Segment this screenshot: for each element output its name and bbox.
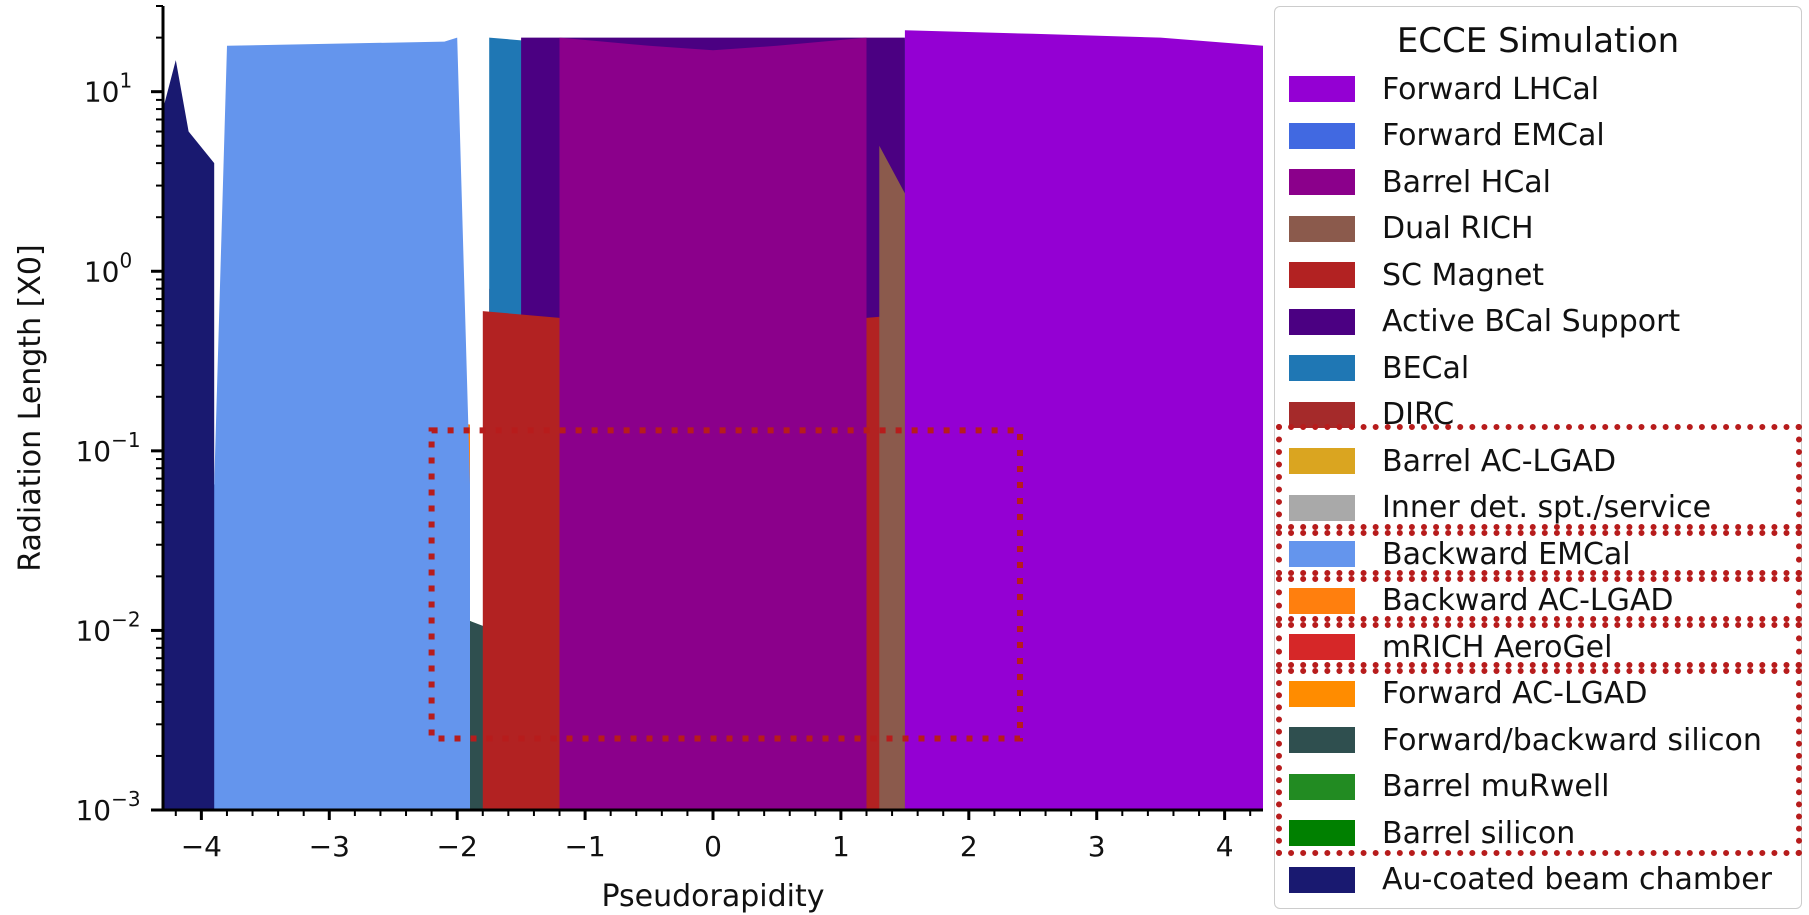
legend-label: mRICH AeroGel: [1382, 629, 1613, 665]
legend-item: Backward EMCal: [1289, 534, 1631, 574]
legend-item: mRICH AeroGel: [1289, 627, 1612, 667]
x-tick-label: −1: [564, 830, 605, 863]
y-tick-label: 101: [84, 69, 132, 109]
legend-highlight-box: [1276, 668, 1802, 856]
legend-label: BECal: [1382, 350, 1470, 386]
x-tick-label: 2: [960, 830, 978, 863]
legend-label: Barrel silicon: [1382, 815, 1576, 851]
legend-label: SC Magnet: [1382, 257, 1545, 293]
legend-swatch: [1289, 169, 1355, 195]
area-forward-lhcal: [904, 30, 1263, 810]
legend-item: Barrel muRwell: [1289, 767, 1610, 807]
area-barrel-hcal: [559, 37, 867, 810]
legend-swatch: [1289, 680, 1355, 707]
legend-swatch: [1289, 727, 1355, 753]
legend-swatch: [1289, 494, 1355, 521]
legend-swatch: [1289, 262, 1355, 288]
legend-item: Forward EMCal: [1289, 116, 1605, 156]
stacked-material-areas: [163, 30, 1263, 810]
x-tick-label: −2: [437, 830, 478, 863]
legend-swatch: [1289, 215, 1355, 242]
x-tick-label: 0: [704, 830, 722, 863]
legend-swatch: [1289, 308, 1355, 335]
legend-item: Barrel HCal: [1289, 162, 1551, 202]
legend-label: Active BCal Support: [1382, 304, 1681, 339]
legend-swatch: [1289, 634, 1355, 660]
x-axis-ticks: −4 −3 −2 −1 0 1 2 3 4: [174, 810, 1252, 863]
legend-highlight-box: [1276, 576, 1802, 622]
legend-swatch: [1289, 122, 1355, 149]
x-tick-label: −4: [181, 830, 222, 863]
legend-highlight-box: [1276, 424, 1802, 530]
y-tick-label: 10−1: [75, 428, 140, 468]
legend-swatch: [1289, 587, 1355, 614]
legend-item: Au-coated beam chamber: [1289, 860, 1772, 900]
legend-label: Backward AC-LGAD: [1382, 583, 1674, 618]
x-axis-label: Pseudorapidity: [601, 879, 824, 914]
area-backward-emcal: [214, 37, 470, 810]
legend-label: Forward AC-LGAD: [1382, 676, 1648, 711]
legend-title: ECCE Simulation: [1396, 21, 1680, 61]
y-tick-label: 100: [84, 248, 132, 288]
legend-swatch: [1289, 866, 1355, 893]
legend-label: Forward LHCal: [1382, 71, 1600, 107]
legend-label: Forward EMCal: [1382, 118, 1605, 153]
legend-label: Barrel muRwell: [1382, 769, 1610, 804]
legend-swatch: [1289, 448, 1355, 474]
y-axis-ticks: 101 100 10−1 10−2 10−3: [75, 5, 163, 827]
legend-swatch: [1289, 820, 1355, 846]
legend-label: Barrel HCal: [1382, 164, 1551, 200]
x-tick-label: −3: [309, 830, 350, 863]
legend-swatch: [1289, 541, 1355, 567]
y-tick-label: 10−3: [75, 787, 140, 827]
legend-item: SC Magnet: [1289, 255, 1544, 295]
legend-item: Forward LHCal: [1289, 69, 1599, 109]
legend-item: Backward AC-LGAD: [1289, 581, 1674, 621]
legend-item: Inner det. spt./service: [1289, 488, 1711, 528]
legend-item: Barrel AC-LGAD: [1289, 441, 1616, 481]
legend-label: Dual RICH: [1382, 211, 1534, 246]
legend-swatch: [1289, 355, 1355, 381]
legend-item: Dual RICH: [1289, 209, 1534, 249]
legend-highlight-box: [1276, 622, 1802, 668]
legend-item: Active BCal Support: [1289, 302, 1680, 342]
y-tick-label: 10−2: [75, 607, 140, 647]
legend-item: Forward AC-LGAD: [1289, 674, 1648, 714]
legend-label: Backward EMCal: [1382, 536, 1631, 572]
legend-highlight-box: [1276, 530, 1802, 576]
legend-swatch: [1289, 76, 1355, 102]
x-tick-label: 1: [832, 830, 850, 863]
x-tick-label: 4: [1216, 830, 1234, 863]
legend-swatch: [1289, 773, 1355, 800]
y-axis-label: Radiation Length [X0]: [13, 244, 48, 571]
legend-swatch: [1289, 401, 1355, 428]
legend-label: Forward/backward silicon: [1382, 722, 1762, 758]
legend-label: Au-coated beam chamber: [1382, 862, 1772, 897]
legend-item: Forward/backward silicon: [1289, 720, 1762, 760]
legend-label: Barrel AC-LGAD: [1382, 443, 1617, 479]
x-tick-label: 3: [1088, 830, 1106, 863]
legend-item: Barrel silicon: [1289, 813, 1575, 853]
radiation-length-chart: −4 −3 −2 −1 0 1 2 3 4 101 100 10−1 10−2 10−3 Pseudor…: [13, 5, 1263, 914]
legend-label: Inner det. spt./service: [1382, 490, 1712, 525]
legend-item: BECal: [1289, 348, 1469, 388]
